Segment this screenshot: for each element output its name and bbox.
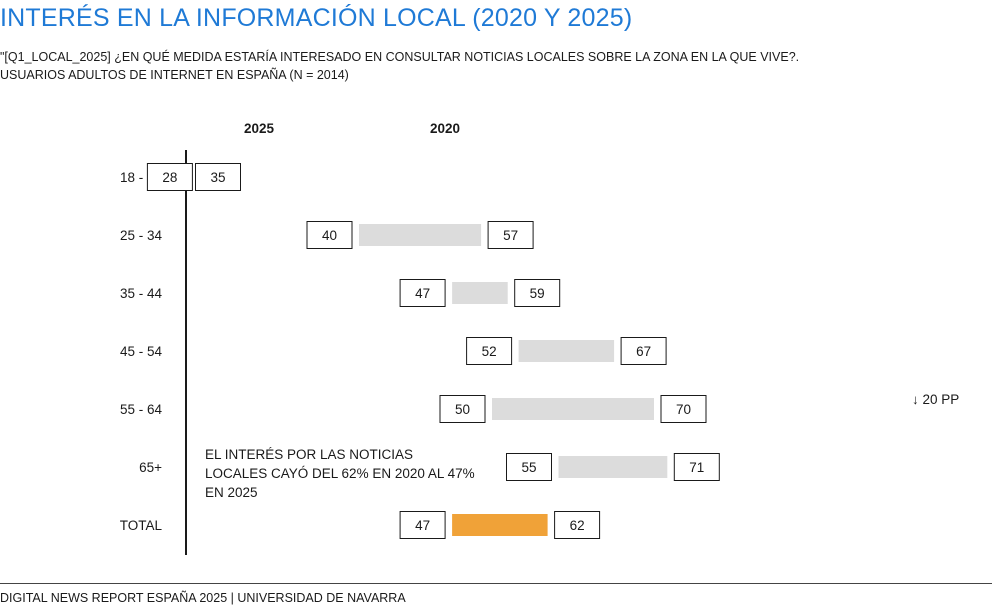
column-header-2020: 2020 [430, 121, 461, 136]
footer-source: DIGITAL NEWS REPORT ESPAÑA 2025 | UNIVER… [0, 591, 406, 605]
range-bar-65 [558, 456, 668, 478]
category-label-65: 65+ [139, 460, 162, 475]
subtitle-question: "[Q1_LOCAL_2025] ¿EN QUÉ MEDIDA ESTARÍA … [0, 50, 800, 64]
value-label-2025-18-24: 28 [162, 170, 177, 185]
value-box-2025-total [399, 511, 446, 539]
value-box-2025-18-24 [146, 163, 193, 191]
value-label-2020-total: 62 [570, 518, 585, 533]
value-label-2025-65: 55 [521, 460, 536, 475]
value-label-2020-55-64: 70 [676, 402, 691, 417]
value-label-2020-35-44: 59 [530, 286, 545, 301]
column-header-2025: 2025 [244, 121, 275, 136]
annotation-note: EL INTERÉS POR LAS NOTICIAS LOCALES CAYÓ… [205, 447, 475, 500]
value-label-2020-25-34: 57 [503, 228, 518, 243]
value-box-2020-65 [673, 453, 720, 481]
value-box-2025-65 [506, 453, 552, 481]
subtitle-sample: USUARIOS ADULTOS DE INTERNET EN ESPAÑA (… [0, 68, 349, 82]
value-box-2025-45-54 [466, 337, 513, 365]
footer-divider [0, 583, 992, 584]
category-label-55-64: 55 - 64 [120, 402, 163, 417]
value-label-2025-45-54: 52 [482, 344, 497, 359]
value-label-2025-55-64: 50 [455, 402, 470, 417]
chart-subtitle: "[Q1_LOCAL_2025] ¿EN QUÉ MEDIDA ESTARÍA … [0, 48, 799, 84]
category-label-45-54: 45 - 54 [120, 344, 163, 359]
value-label-2025-total: 47 [415, 518, 430, 533]
value-label-2020-18-24: 35 [210, 170, 225, 185]
range-bar-total [452, 514, 548, 536]
value-label-2020-45-54: 67 [636, 344, 651, 359]
category-label-25-34: 25 - 34 [120, 228, 163, 243]
range-bar-25-34 [359, 224, 482, 246]
value-box-2020-55-64 [660, 395, 707, 423]
category-label-35-44: 35 - 44 [120, 286, 163, 301]
value-box-2020-35-44 [514, 279, 561, 307]
value-box-2025-25-34 [306, 221, 353, 249]
chart-title: INTERÉS EN LA INFORMACIÓN LOCAL (2020 Y … [0, 4, 633, 32]
value-box-2025-35-44 [399, 279, 446, 307]
value-label-2025-25-34: 40 [322, 228, 337, 243]
value-box-2020-25-34 [487, 221, 534, 249]
value-box-2020-18-24 [195, 163, 241, 191]
range-bar-35-44 [452, 282, 508, 304]
value-label-2020-65: 71 [689, 460, 704, 475]
value-box-2020-45-54 [620, 337, 667, 365]
range-bar-55-64 [492, 398, 654, 420]
range-bar-45-54 [518, 340, 615, 362]
category-label-total: TOTAL [120, 518, 163, 533]
value-box-2020-total [554, 511, 601, 539]
value-label-2025-35-44: 47 [415, 286, 430, 301]
delta-label: ↓ 20 PP [912, 392, 960, 407]
value-box-2025-55-64 [439, 395, 486, 423]
